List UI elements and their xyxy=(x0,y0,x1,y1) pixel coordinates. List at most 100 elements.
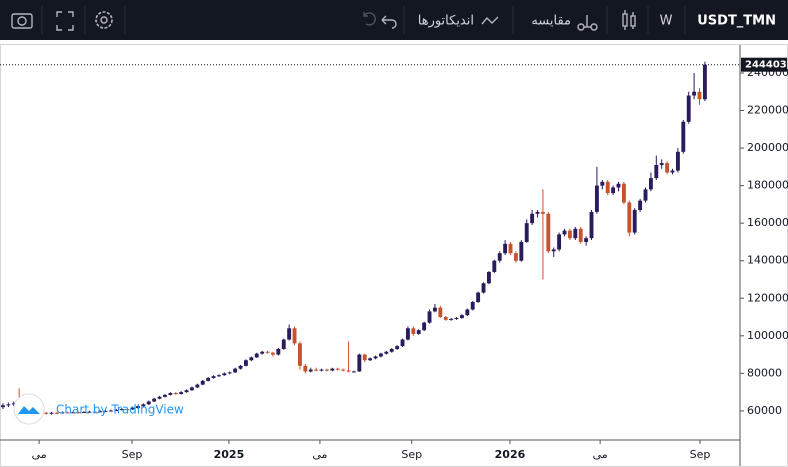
candle-body xyxy=(389,348,394,352)
candle-body xyxy=(82,412,86,414)
candle-body xyxy=(297,343,302,366)
candle-body xyxy=(109,410,113,412)
candle-body xyxy=(119,409,124,411)
candle-body xyxy=(497,253,502,261)
candle-body xyxy=(443,317,448,320)
candle-body xyxy=(665,163,670,173)
candle-body xyxy=(589,211,594,239)
candle-body xyxy=(351,371,356,373)
candle-body xyxy=(60,412,65,414)
chart-pane xyxy=(0,44,788,467)
candle-body xyxy=(341,369,346,371)
x-tick-label: Sep xyxy=(401,448,422,461)
y-tick-label: 120000 xyxy=(747,291,788,304)
candle-body xyxy=(686,95,691,122)
candle-body xyxy=(125,409,130,411)
last-price-label: 244403 xyxy=(745,60,787,71)
candle-body xyxy=(675,151,680,171)
y-tick-label: 160000 xyxy=(747,216,788,229)
snapshot-button[interactable] xyxy=(11,13,33,29)
candle-body xyxy=(184,390,189,393)
candle-body xyxy=(411,328,416,334)
candle-body xyxy=(206,378,211,381)
candle-body xyxy=(249,357,254,361)
candle-body xyxy=(200,380,205,385)
x-tick-label: Sep xyxy=(690,448,711,461)
candle-body xyxy=(643,189,648,201)
candle-body xyxy=(459,315,464,318)
candle-body xyxy=(254,353,259,358)
candle-body xyxy=(141,404,146,407)
candle-body xyxy=(384,351,389,354)
candle-body xyxy=(152,398,157,402)
candle-body xyxy=(621,183,626,203)
settings-button[interactable] xyxy=(95,11,113,29)
candle-body xyxy=(49,412,54,414)
candle-body xyxy=(470,302,475,310)
watermark-text: Chart by TradingView xyxy=(56,403,184,417)
fullscreen-button[interactable] xyxy=(56,11,74,31)
candle-body xyxy=(632,210,637,233)
watermark[interactable]: Chart by TradingView xyxy=(13,393,184,425)
candle-body xyxy=(605,181,610,194)
last-price-box xyxy=(741,57,787,72)
candle-body xyxy=(211,376,216,379)
symbol-button[interactable]: USDT_TMN xyxy=(697,14,776,29)
candle-body xyxy=(427,311,432,323)
candle-body xyxy=(190,387,194,391)
candle-body xyxy=(465,309,470,316)
candle-body xyxy=(492,260,497,272)
candle-body xyxy=(362,354,367,361)
candle-body xyxy=(130,408,135,410)
candle-body xyxy=(157,396,162,399)
candle-body xyxy=(562,230,567,235)
candle-body xyxy=(98,411,103,413)
candle-body xyxy=(6,404,11,406)
candle-body xyxy=(276,348,281,355)
chart-type-button[interactable] xyxy=(622,10,636,30)
undo-button[interactable] xyxy=(381,15,397,29)
candle-body xyxy=(271,352,275,355)
candle-body xyxy=(76,412,81,414)
plot-area: 60000 80000 100000 120000 140000 160000 180000… xyxy=(0,57,788,461)
candle-body xyxy=(578,228,583,242)
candle-body xyxy=(136,406,140,409)
compare-icon xyxy=(577,15,598,31)
candle-body xyxy=(400,339,405,347)
candle-body xyxy=(594,185,599,212)
candle-body xyxy=(627,202,632,233)
candle-body xyxy=(222,373,227,376)
indicators-icon xyxy=(481,16,499,25)
compare-button[interactable]: مقایسه xyxy=(531,14,571,29)
candle-body xyxy=(330,368,335,371)
candle-body xyxy=(416,330,421,334)
candle-body xyxy=(681,121,686,152)
redo-button[interactable] xyxy=(363,12,376,26)
candle-body xyxy=(92,411,97,413)
candle-body xyxy=(168,393,173,395)
candle-body xyxy=(179,392,184,395)
candle-body xyxy=(702,64,707,100)
candle-body xyxy=(503,243,508,254)
x-tick-label: می xyxy=(593,448,608,461)
candle-body xyxy=(481,283,486,293)
candle-body xyxy=(659,163,664,165)
candle-body xyxy=(335,368,340,370)
candle-body xyxy=(292,328,297,344)
candle-body xyxy=(449,318,454,320)
candle-body xyxy=(65,412,70,414)
candle-body xyxy=(584,238,589,242)
candle-body xyxy=(697,91,702,100)
interval-button[interactable]: W xyxy=(660,14,673,29)
indicators-button[interactable]: اندیکاتورها xyxy=(418,14,474,29)
candle-body xyxy=(530,213,535,224)
candle-body xyxy=(303,365,308,372)
candle-body xyxy=(551,249,556,252)
candle-body xyxy=(508,243,513,254)
candle-body xyxy=(524,223,529,242)
candle-body xyxy=(357,354,362,372)
candle-body xyxy=(546,213,551,252)
watermark-icon xyxy=(18,406,40,414)
candle-body xyxy=(535,211,540,214)
candle-body xyxy=(648,178,653,190)
